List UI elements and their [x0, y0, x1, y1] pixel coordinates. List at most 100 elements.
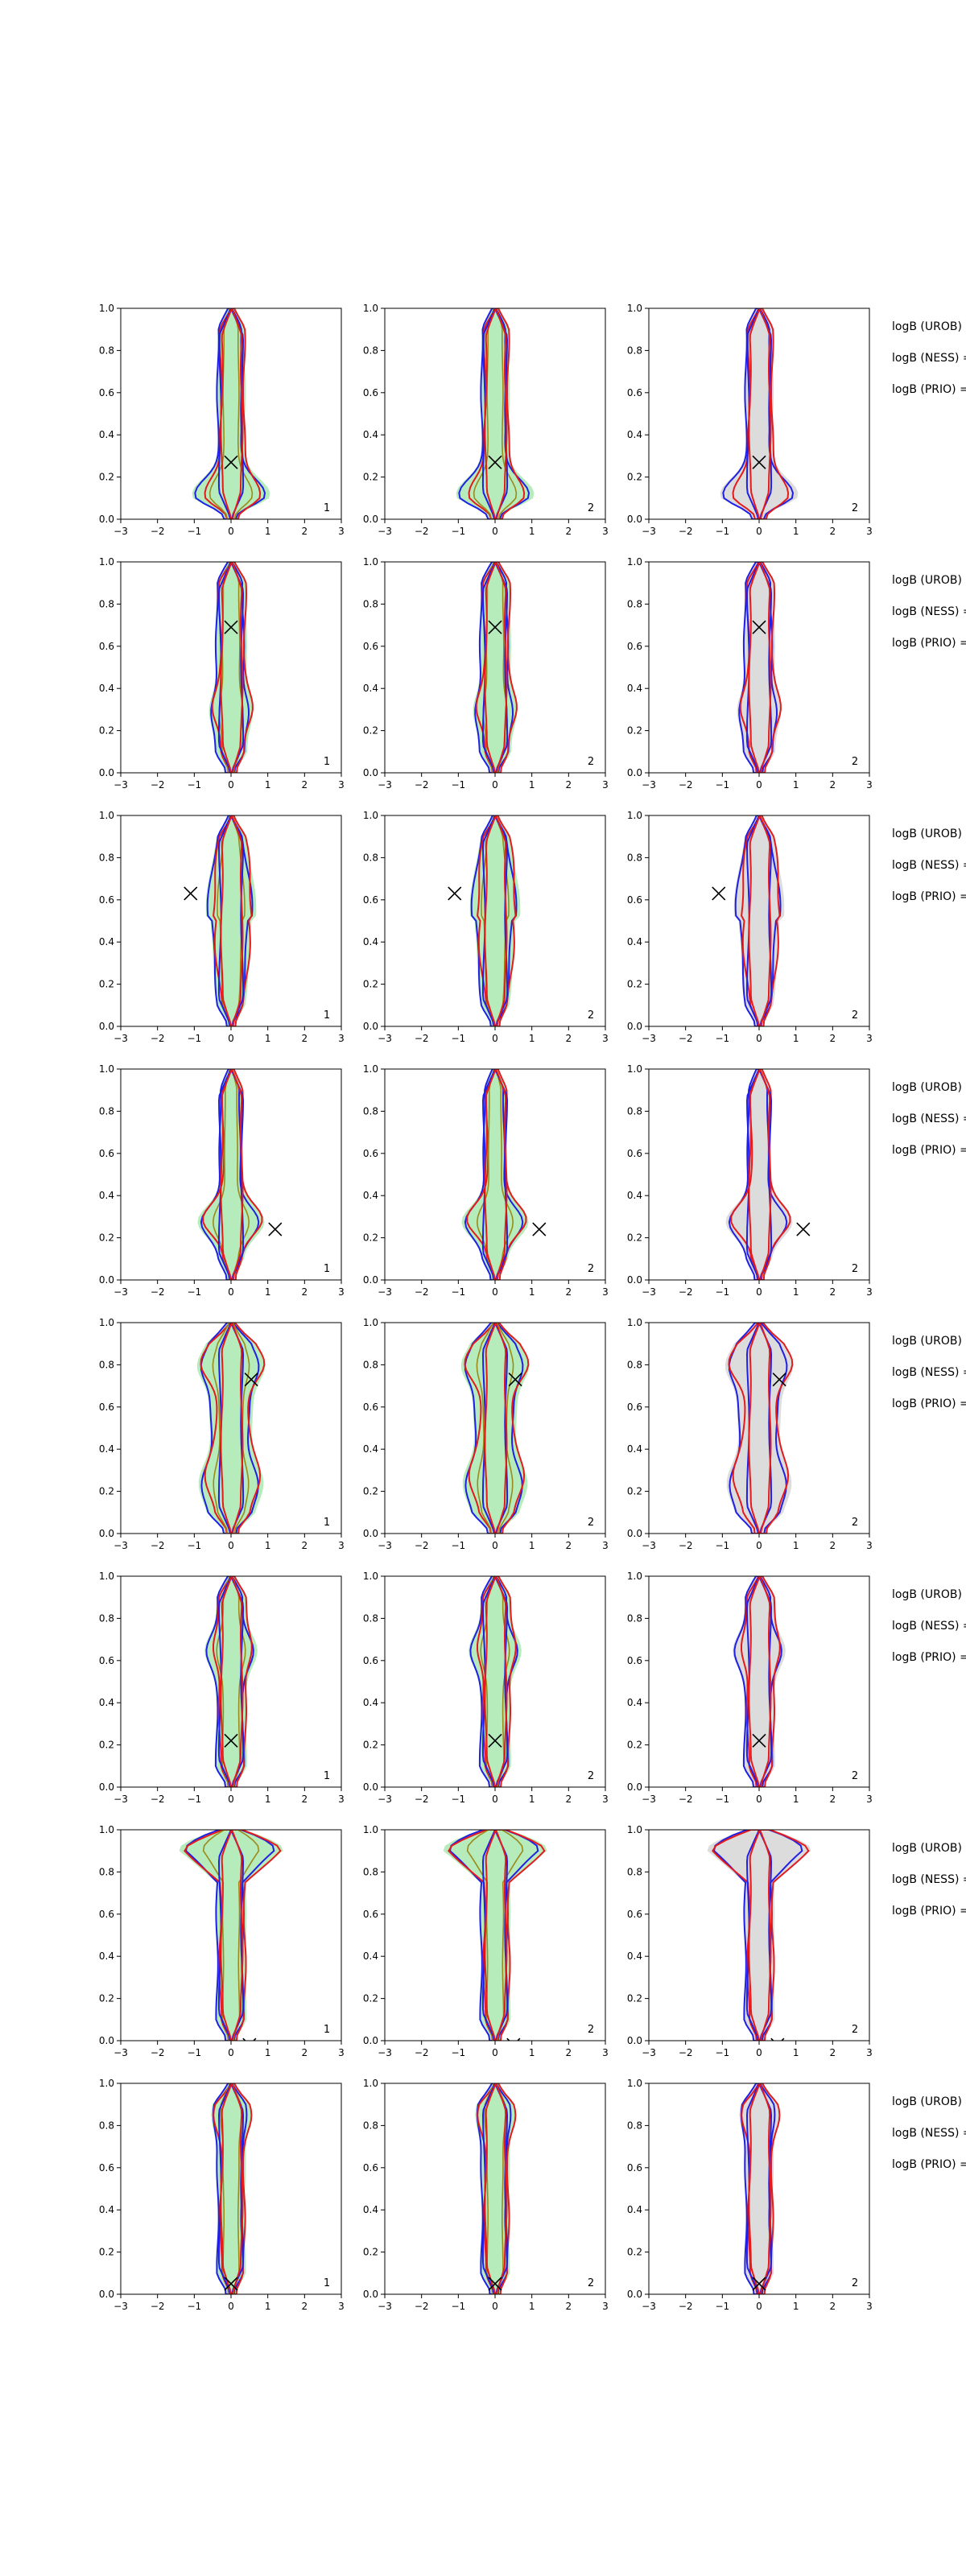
x-tick-label: 3	[338, 1033, 345, 1044]
panel-r2-c2: −3 −2 −1 0 1 2 30.00.20.40.60.81.02	[363, 556, 609, 791]
y-tick-label: 0.2	[627, 1486, 642, 1497]
x-tick-label: 1	[265, 526, 271, 537]
y-tick-label: 0.6	[363, 387, 378, 398]
x-tick-label: −2	[679, 526, 693, 537]
y-tick-label: 0.8	[99, 1866, 114, 1877]
y-tick-label: 1.0	[363, 1571, 378, 1582]
x-tick-label: −3	[378, 2047, 392, 2058]
y-tick-label: 0.4	[627, 1190, 642, 1201]
x-tick-label: 2	[302, 526, 308, 537]
blue-outer-contour	[212, 2083, 248, 2294]
blue-outer-contour	[470, 815, 518, 1026]
red-inner-contour	[484, 815, 508, 1026]
panel-contents	[208, 562, 254, 773]
y-tick-label: 0.6	[99, 1402, 114, 1413]
x-tick-label: 0	[228, 1540, 234, 1551]
bayes-factor-label: logB (PRIO) =	[892, 1397, 966, 1410]
y-tick-label: 0.8	[99, 1105, 114, 1117]
red-outer-contour	[464, 1323, 530, 1534]
bayes-factor-label: logB (UROB) =	[892, 1335, 966, 1348]
y-tick-label: 1.0	[627, 810, 642, 821]
panel-number: 2	[852, 1263, 858, 1275]
x-tick-label: 3	[338, 779, 345, 791]
x-tick-label: 1	[265, 1540, 271, 1551]
x-tick-label: 2	[830, 2301, 836, 2312]
x-tick-label: 1	[265, 2301, 271, 2312]
x-tick-label: −2	[415, 1540, 429, 1551]
y-tick-label: 0.0	[627, 2035, 642, 2046]
panel-number: 1	[324, 2024, 330, 2036]
red-inner-contour	[220, 1069, 244, 1280]
x-tick-label: 2	[830, 1286, 836, 1298]
bayes-factor-label: logB (PRIO) =	[892, 1905, 966, 1918]
panel-r2-c3: −3 −2 −1 0 1 2 30.00.20.40.60.81.02	[627, 556, 873, 791]
x-tick-label: −2	[415, 2047, 429, 2058]
x-tick-label: 2	[302, 779, 308, 791]
blue-outer-contour	[206, 815, 254, 1026]
x-tick-label: 0	[756, 526, 762, 537]
bayes-factor-label: logB (PRIO) =	[892, 1144, 966, 1157]
y-tick-label: 0.2	[363, 1232, 378, 1244]
bayes-factor-label: logB (UROB) =	[892, 1842, 966, 1855]
panel-number: 2	[588, 2024, 594, 2036]
y-tick-label: 0.2	[99, 2247, 114, 2258]
y-tick-label: 0.4	[627, 1443, 642, 1455]
y-tick-label: 0.4	[363, 429, 378, 440]
x-tick-label: −2	[679, 1286, 693, 1298]
y-tick-label: 0.6	[99, 894, 114, 906]
x-tick-label: −3	[114, 1286, 128, 1298]
y-tick-label: 0.4	[99, 2204, 114, 2215]
x-tick-label: 3	[602, 526, 609, 537]
y-tick-label: 0.8	[99, 598, 114, 609]
x-tick-label: −3	[114, 779, 128, 791]
y-tick-label: 0.2	[363, 979, 378, 990]
x-tick-label: 3	[338, 2047, 345, 2058]
x-tick-label: 1	[529, 2301, 535, 2312]
y-tick-label: 0.6	[627, 641, 642, 652]
y-tick-label: 0.4	[363, 683, 378, 694]
x-tick-label: −2	[679, 779, 693, 791]
x-tick-label: −3	[378, 779, 392, 791]
y-tick-label: 1.0	[99, 1063, 114, 1075]
panel-number: 2	[588, 1009, 594, 1022]
y-tick-label: 0.2	[627, 725, 642, 737]
y-tick-label: 1.0	[363, 303, 378, 314]
x-tick-label: 3	[602, 1286, 609, 1298]
x-tick-label: 2	[830, 1794, 836, 1805]
y-tick-label: 0.4	[363, 1697, 378, 1708]
density-fill	[179, 1830, 283, 2041]
x-tick-label: −3	[378, 2301, 392, 2312]
y-tick-label: 0.6	[363, 2162, 378, 2174]
red-inner-contour	[748, 308, 772, 519]
x-tick-label: −2	[415, 1033, 429, 1044]
truth-marker	[224, 455, 238, 469]
y-tick-label: 1.0	[99, 1317, 114, 1328]
x-tick-label: 2	[302, 1286, 308, 1298]
bayes-factor-label: logB (UROB) =	[892, 320, 966, 333]
red-inner-contour	[484, 562, 508, 773]
panel-contents	[184, 815, 257, 1026]
x-tick-label: −2	[151, 526, 165, 537]
density-fill	[456, 308, 535, 519]
y-tick-label: 1.0	[627, 2078, 642, 2089]
blue-outer-contour	[458, 308, 530, 519]
x-tick-label: 2	[566, 1286, 572, 1298]
red-inner-contour	[220, 562, 244, 773]
y-tick-label: 0.4	[99, 1443, 114, 1455]
y-tick-label: 0.6	[363, 641, 378, 652]
panel-r2-c1: −3 −2 −1 0 1 2 3 0.0 0.2 0.4 0.6 0.8 1.0 1	[99, 556, 345, 791]
x-tick-label: 1	[529, 1540, 535, 1551]
density-fill	[192, 308, 270, 519]
x-tick-label: 0	[492, 1794, 498, 1805]
red-inner-contour	[748, 1323, 772, 1534]
y-tick-label: 0.8	[99, 1359, 114, 1370]
y-tick-label: 0.2	[363, 472, 378, 483]
panel-number: 2	[588, 1263, 594, 1275]
y-tick-label: 0.8	[363, 2120, 378, 2131]
truth-marker	[488, 2277, 502, 2291]
x-tick-label: −2	[151, 2301, 165, 2312]
density-fill	[720, 308, 799, 519]
panel-r4-c2: −3 −2 −1 0 1 2 30.00.20.40.60.81.02	[363, 1063, 609, 1298]
truth-marker	[488, 620, 502, 634]
x-tick-label: −2	[415, 1286, 429, 1298]
